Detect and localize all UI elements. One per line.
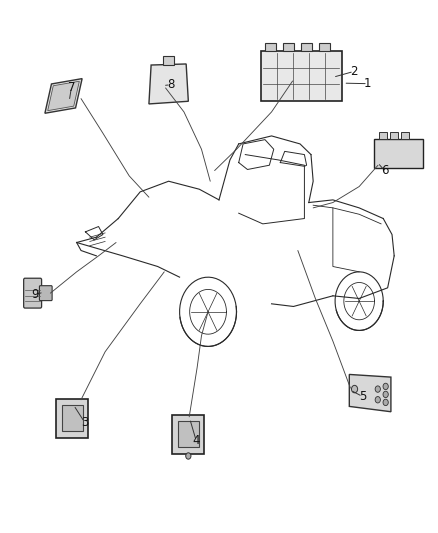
Text: 2: 2 — [350, 65, 358, 78]
FancyBboxPatch shape — [39, 286, 52, 301]
Text: 8: 8 — [167, 78, 174, 91]
Polygon shape — [350, 374, 391, 411]
Bar — [390, 132, 398, 139]
Bar — [283, 43, 294, 51]
Polygon shape — [149, 64, 188, 104]
Circle shape — [383, 391, 388, 398]
Circle shape — [351, 385, 357, 393]
FancyBboxPatch shape — [61, 405, 83, 432]
FancyBboxPatch shape — [172, 415, 204, 454]
Circle shape — [383, 399, 388, 406]
Text: 7: 7 — [67, 81, 75, 94]
Text: 9: 9 — [31, 288, 39, 301]
Polygon shape — [163, 56, 174, 65]
Bar — [379, 132, 387, 139]
FancyBboxPatch shape — [56, 399, 88, 438]
Bar — [265, 43, 276, 51]
Circle shape — [383, 383, 388, 390]
Text: 4: 4 — [192, 434, 200, 447]
Text: 1: 1 — [364, 77, 372, 90]
Text: 6: 6 — [381, 164, 389, 177]
FancyBboxPatch shape — [374, 139, 423, 168]
Text: 3: 3 — [81, 416, 88, 429]
Circle shape — [186, 453, 191, 459]
Bar — [401, 132, 409, 139]
FancyBboxPatch shape — [177, 421, 199, 448]
Circle shape — [375, 386, 380, 392]
Bar — [319, 43, 330, 51]
Circle shape — [375, 397, 380, 403]
FancyBboxPatch shape — [261, 51, 342, 101]
Polygon shape — [45, 79, 82, 114]
Polygon shape — [48, 81, 79, 111]
Text: 5: 5 — [359, 390, 366, 403]
Bar — [301, 43, 312, 51]
FancyBboxPatch shape — [24, 278, 42, 308]
